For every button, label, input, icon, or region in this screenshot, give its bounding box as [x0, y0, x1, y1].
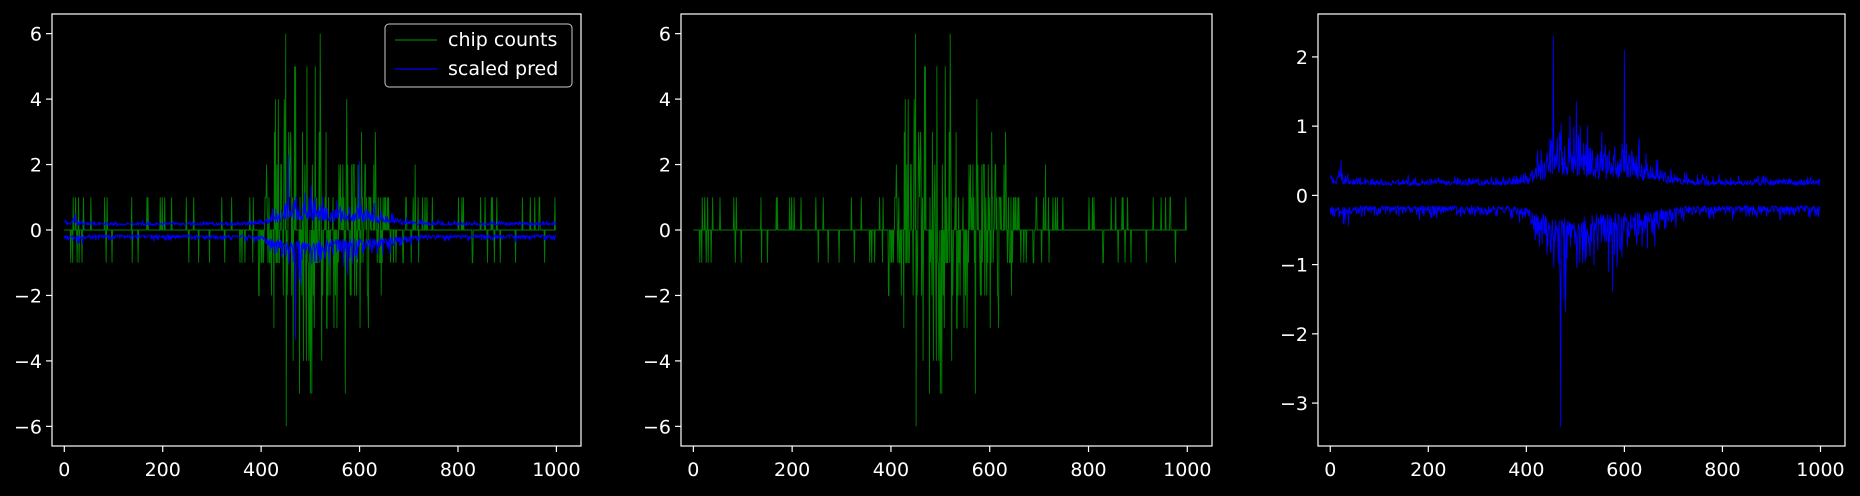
chart-panel-2: 0 200 400 600 800 1000 −6 −4 −2 0 2 4 6	[643, 13, 1213, 481]
y-tick-label: 6	[659, 24, 671, 46]
x-tick-label: 200	[1410, 459, 1446, 481]
y-tick-label: 1	[1296, 116, 1308, 138]
y-tick-label: 0	[1296, 185, 1308, 207]
y-tick-label: 2	[1296, 47, 1308, 69]
x-tick-label: 400	[1508, 459, 1544, 481]
legend: chip counts scaled pred	[384, 23, 573, 88]
x-tick-label: 1000	[1796, 459, 1844, 481]
y-tick-label: 4	[30, 89, 42, 111]
chip-counts-line	[693, 33, 1187, 427]
x-tick-label: 1000	[532, 459, 580, 481]
scaled-pred-lower-line	[1329, 204, 1821, 428]
y-tick-label: 0	[659, 220, 671, 242]
x-tick-label: 400	[873, 459, 909, 481]
x-tick-label: 800	[440, 459, 476, 481]
y-tick-label: −4	[14, 351, 42, 373]
x-tick-label: 400	[243, 459, 279, 481]
y-tick-label: −2	[14, 285, 42, 307]
x-tick-label: 0	[687, 459, 699, 481]
y-tick-label: −1	[1280, 255, 1308, 277]
y-tick-label: −4	[643, 351, 671, 373]
x-tick-label: 0	[58, 459, 70, 481]
y-tick-label: 0	[30, 220, 42, 242]
y-tick-label: −6	[643, 416, 671, 438]
x-tick-label: 600	[1606, 459, 1642, 481]
legend-label-chip-counts: chip counts	[448, 29, 557, 51]
y-tick-label: 2	[30, 155, 42, 177]
scaled-pred-upper-line	[1330, 36, 1821, 187]
y-tick-label: −6	[14, 416, 42, 438]
x-tick-label: 800	[1704, 459, 1740, 481]
chip-counts-line	[64, 33, 556, 427]
chart-panel-1: 0 200 400 600 800 1000 −6 −4 −2 0 2 4 6	[14, 13, 582, 481]
y-tick-label: −3	[1280, 393, 1308, 415]
legend-label-scaled-pred: scaled pred	[448, 58, 558, 80]
x-tick-label: 0	[1324, 459, 1336, 481]
x-tick-label: 600	[341, 459, 377, 481]
y-tick-label: −2	[1280, 324, 1308, 346]
axes-frame	[1317, 13, 1846, 447]
y-tick-label: 4	[659, 89, 671, 111]
x-tick-label: 600	[972, 459, 1008, 481]
x-tick-label: 200	[774, 459, 810, 481]
x-tick-label: 200	[145, 459, 181, 481]
x-tick-label: 800	[1070, 459, 1106, 481]
scaled-pred-upper-line	[64, 154, 557, 227]
y-tick-label: 6	[30, 24, 42, 46]
y-tick-label: 2	[659, 155, 671, 177]
y-tick-label: −2	[643, 285, 671, 307]
chart-panel-3: 0 200 400 600 800 1000 −3 −2 −1 0 1 2	[1280, 13, 1846, 481]
scaled-pred-lower-line	[63, 233, 557, 340]
x-tick-label: 1000	[1163, 459, 1211, 481]
